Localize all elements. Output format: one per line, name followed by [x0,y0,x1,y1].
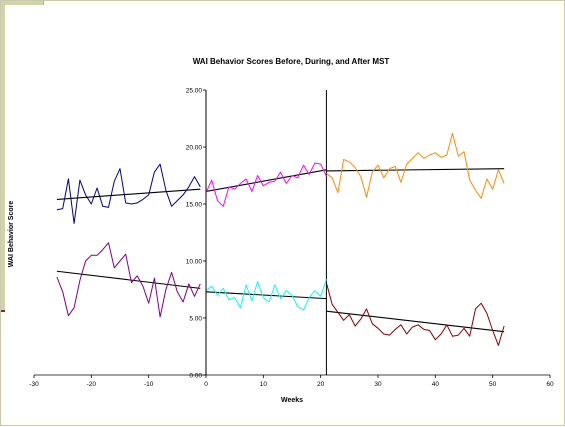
y-tick-label: 5.00 [189,316,202,323]
trend-line [205,291,327,300]
y-tick-label: 10.00 [186,259,203,266]
trend-line [326,310,505,333]
x-tick-label: 0 [204,381,208,388]
x-tick-label: -20 [87,381,97,388]
x-tick-label: 60 [546,381,554,388]
series-line [56,163,201,224]
x-tick-label: 50 [489,381,497,388]
chart-title: WAI Behavior Scores Before, During, and … [193,57,390,66]
trend-line [205,169,327,193]
trend-line [56,188,201,200]
series-line [205,162,327,207]
y-axis-label: WAI Behavior Score [8,201,15,268]
x-axis-label: Weeks [281,397,303,404]
x-tick-label: 20 [317,381,325,388]
y-tick-label: 15.00 [186,202,203,209]
y-tick-label: 20.00 [186,145,203,152]
plot-area [34,90,550,375]
trend-line [326,168,505,172]
y-tick-label: 25.00 [186,88,203,95]
x-tick-label: -30 [29,381,39,388]
y-tick-label: 0.00 [189,373,202,380]
trend-line [56,270,201,289]
series-line [325,282,505,346]
x-tick-label: 30 [374,381,382,388]
series-line [56,242,201,318]
series-line [205,279,327,311]
x-tick-label: 10 [260,381,268,388]
series-line [326,132,505,199]
x-tick-label: 40 [432,381,440,388]
x-tick-label: -10 [144,381,154,388]
